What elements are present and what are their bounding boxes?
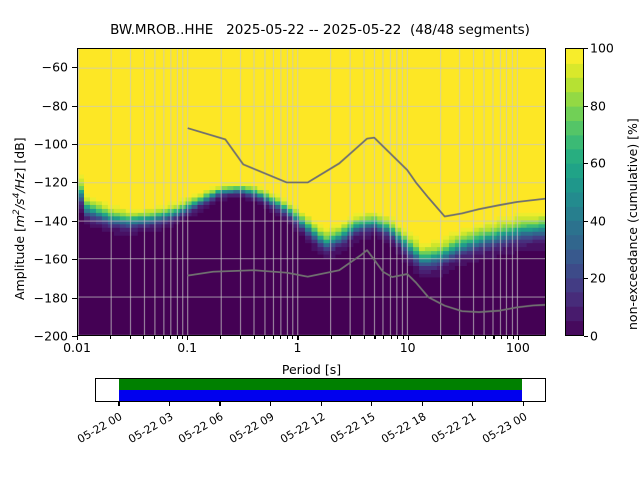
x-tick-mark-minor: [162, 336, 164, 339]
x-tick-mark-minor: [176, 336, 178, 339]
ppsd-plot-area[interactable]: [77, 48, 546, 336]
colorbar-tick-mark: [584, 105, 588, 107]
y-tick-label: −80: [41, 98, 68, 114]
x-tick-mark-minor: [512, 336, 514, 339]
x-tick-mark-minor: [220, 336, 222, 339]
x-tick-label: 10: [399, 340, 416, 355]
y-tick-label: −160: [33, 251, 68, 267]
timeline-tick-mark: [269, 402, 272, 406]
x-tick-mark-minor: [350, 336, 352, 339]
x-tick-mark-minor: [253, 336, 255, 339]
x-tick-mark-minor: [440, 336, 442, 339]
y-tick-mark: [72, 297, 77, 299]
x-tick-mark-minor: [170, 336, 172, 339]
x-tick-mark: [77, 336, 79, 340]
coverage-timeline[interactable]: [95, 378, 546, 402]
x-tick-label: 1: [293, 340, 302, 355]
y-axis-ticks: −60 −80 −100 −120 −140 −160 −180 −200: [0, 48, 68, 344]
y-tick-mark: [72, 67, 77, 69]
x-tick-mark-minor: [390, 336, 392, 339]
x-tick-label: 0.01: [63, 340, 91, 355]
colorbar-tick-label: 60: [590, 155, 606, 171]
y-tick-label: −140: [33, 213, 68, 229]
x-tick-mark-minor: [272, 336, 275, 339]
y-tick-label: −60: [41, 59, 68, 75]
colorbar-tick-label: 100: [590, 40, 614, 56]
x-tick-mark: [407, 336, 409, 340]
timeline-tick-label: 05-23 00: [479, 410, 530, 446]
colorbar-tick-label: 40: [590, 213, 606, 229]
y-tick-mark: [72, 336, 77, 338]
y-tick-mark: [72, 144, 77, 146]
y-tick-mark: [72, 105, 77, 107]
timeline-tick-mark: [472, 402, 474, 406]
colorbar-gradient: [566, 49, 583, 335]
x-tick-mark-minor: [374, 336, 376, 339]
x-tick-mark-minor: [286, 336, 288, 339]
x-tick-mark-minor: [239, 336, 241, 339]
x-tick-mark-minor: [493, 336, 495, 339]
timeline-tick-label: 05-22 09: [227, 410, 277, 446]
y-tick-label: −180: [33, 290, 68, 306]
y-tick-mark: [72, 259, 77, 261]
colorbar-tick-label: 0: [590, 328, 598, 344]
x-tick-mark: [517, 336, 519, 340]
colorbar-tick-mark: [584, 278, 588, 280]
y-tick-mark: [72, 182, 77, 184]
x-tick-mark-minor: [330, 336, 332, 339]
x-tick-mark-minor: [402, 336, 404, 339]
x-tick-mark: [187, 336, 189, 340]
x-axis-label: Period [s]: [281, 362, 342, 377]
timeline-tick-mark: [168, 402, 171, 406]
x-tick-mark-minor: [500, 336, 502, 339]
colorbar-tick-label: 80: [590, 98, 606, 114]
x-tick-mark-minor: [507, 336, 509, 339]
y-tick-label: −120: [33, 174, 68, 190]
x-tick-mark-minor: [264, 336, 266, 339]
timeline-tick-mark: [320, 402, 322, 406]
x-tick-mark-minor: [292, 336, 294, 339]
timeline-tick-mark: [421, 402, 423, 406]
x-tick-mark-minor: [396, 336, 399, 339]
x-tick-label: 0.1: [177, 340, 198, 355]
x-tick-label: 100: [505, 340, 530, 355]
x-tick-mark-minor: [363, 336, 365, 339]
x-tick-mark-minor: [110, 336, 112, 339]
colorbar-label: non-exceedance (cumulative) [%]: [625, 118, 640, 330]
colorbar-tick-mark: [584, 163, 588, 165]
timeline-tick-mark: [219, 402, 221, 406]
x-tick-mark-minor: [154, 336, 156, 339]
timeline-tick-mark: [522, 402, 524, 406]
x-tick-mark-minor: [280, 336, 282, 339]
x-tick-mark-minor: [129, 336, 131, 339]
ppsd-density-canvas: [78, 49, 545, 335]
colorbar-tick-mark: [584, 336, 588, 338]
x-tick-mark-minor: [484, 336, 486, 339]
x-tick-mark-minor: [474, 336, 476, 339]
page-title: BW.MROB..HHE 2025-05-22 -- 2025-05-22 (4…: [110, 22, 530, 38]
colorbar-tick-label: 20: [590, 270, 606, 286]
x-tick-mark-minor: [460, 336, 462, 339]
x-tick-mark-minor: [182, 336, 184, 339]
y-tick-label: −100: [33, 136, 68, 152]
colorbar-tick-mark: [584, 48, 588, 50]
x-tick-mark-minor: [383, 336, 385, 339]
colorbar-tick-mark: [584, 220, 588, 222]
coverage-band-green: [119, 379, 522, 390]
y-tick-mark: [72, 220, 77, 222]
coverage-band-blue: [119, 390, 522, 401]
y-tick-label: −200: [33, 328, 68, 344]
timeline-tick-mark: [371, 402, 373, 406]
colorbar[interactable]: [565, 48, 584, 336]
timeline-tick-mark: [118, 402, 120, 406]
x-tick-mark-minor: [143, 336, 145, 339]
x-tick-mark: [297, 336, 299, 340]
